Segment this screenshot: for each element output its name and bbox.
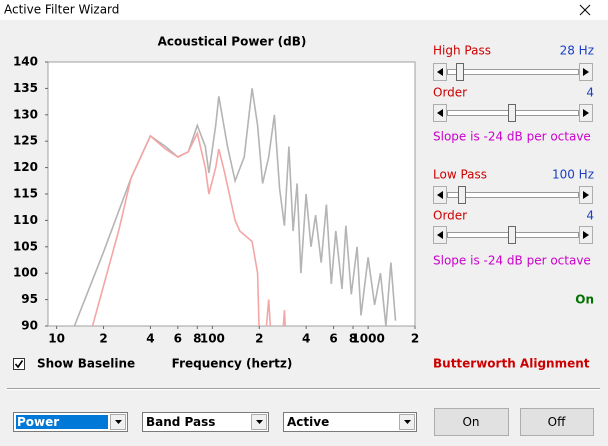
x-tick-label: 2 [255,332,263,346]
y-tick-label: 95 [21,292,38,306]
show-baseline-checkbox[interactable] [13,358,25,370]
x-tick-label: 1000 [351,332,384,346]
button-face [434,408,509,436]
low-pass-value: 100 Hz [552,168,594,182]
arrow-icon [583,231,589,239]
arrow-icon [583,68,589,76]
high-pass-order-label: Order [433,86,467,100]
button-face [520,408,594,436]
low-pass-label: Low Pass [433,168,487,182]
chart-title: Acoustical Power (dB) [158,35,307,49]
plot-area [47,61,416,327]
slider[interactable] [433,186,593,204]
slider[interactable] [433,104,593,122]
low-pass-slope: Slope is -24 dB per octave [433,254,591,268]
arrow-icon [583,191,589,199]
arrow-icon [256,420,263,424]
slider[interactable] [433,63,593,81]
status: On [575,293,594,307]
dropdown-text: Band Pass [146,415,215,429]
alignment-label: Butterworth Alignment [433,357,590,371]
y-tick-label: 90 [21,319,38,333]
arrow-icon [404,420,411,424]
x-tick-label: 4 [146,332,154,346]
slider-thumb[interactable] [458,186,466,204]
high-pass-order-value: 4 [586,86,594,100]
button-label[interactable]: Off [548,415,566,429]
y-tick-label: 105 [13,239,38,253]
x-tick-label: 6 [329,332,337,346]
close-button[interactable] [579,4,591,16]
y-tick-label: 115 [13,187,38,201]
button[interactable]: On [434,408,509,436]
slider-thumb[interactable] [508,226,516,244]
x-tick-label: 10 [48,332,65,346]
button-label[interactable]: On [462,415,479,429]
plot-lines [73,88,397,326]
x-axis-label: Frequency (hertz) [172,357,293,371]
high-pass-label: High Pass [433,44,491,58]
arrow-icon [437,109,443,117]
x-tick-label: 6 [174,332,182,346]
y-tick-label: 120 [13,160,38,174]
arrow-icon [115,420,122,424]
x-tick-label: 2 [411,332,419,346]
title-bar [0,0,608,20]
slider[interactable] [433,226,593,244]
arrow-icon [437,68,443,76]
dropdown-text: Power [17,415,59,429]
dropdown-text: Active [287,415,329,429]
series-line [91,130,287,326]
y-tick-label: 130 [13,107,38,121]
x-tick-label: 2 [99,332,107,346]
y-tick-label: 110 [13,213,38,227]
series-line [73,88,397,326]
x-tick-label: 8 [349,332,357,346]
low-pass-order-value: 4 [586,209,594,223]
dropdown[interactable]: Active [283,412,417,432]
slider-track [447,69,579,75]
window-title: Active Filter Wizard [4,3,119,17]
x-tick-label: 100 [200,332,225,346]
arrow-icon [437,231,443,239]
show-baseline-label[interactable]: Show Baseline [37,357,135,371]
dropdown[interactable]: Power [13,412,128,432]
slider-track [447,192,579,198]
y-tick-label: 135 [13,81,38,95]
y-tick-label: 140 [13,55,38,69]
arrow-icon [437,191,443,199]
y-tick-label: 125 [13,134,38,148]
y-tick-label: 100 [13,266,38,280]
x-tick-label: 4 [302,332,310,346]
button[interactable]: Off [520,408,594,436]
high-pass-value: 28 Hz [560,44,594,58]
slider-thumb[interactable] [456,63,464,81]
dropdown-selection [16,415,108,429]
dropdown[interactable]: Band Pass [142,412,269,432]
high-pass-slope: Slope is -24 dB per octave [433,130,591,144]
dropdown-box [283,412,417,432]
slider-thumb[interactable] [508,104,516,122]
x-tick-label: 8 [193,332,201,346]
dropdown-box [142,412,269,432]
arrow-icon [583,109,589,117]
low-pass-order-label: Order [433,209,467,223]
